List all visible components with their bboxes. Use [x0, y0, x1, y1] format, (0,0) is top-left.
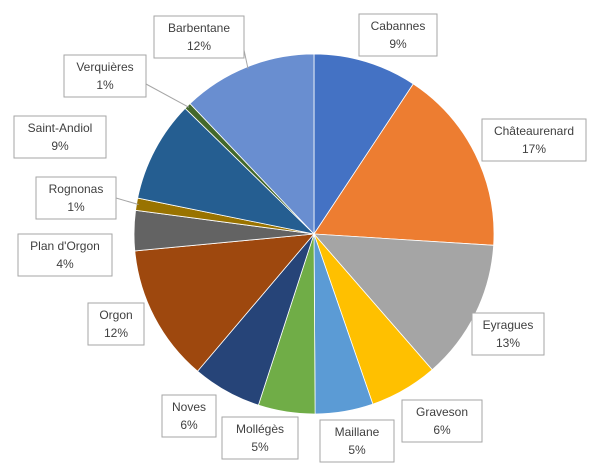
pie-slice-ch-teaurenard [313, 83, 495, 246]
data-label-name: Rognonas [49, 182, 104, 196]
data-label-percent: 1% [67, 200, 85, 214]
data-label-percent: 12% [187, 39, 211, 53]
data-label: Rognonas 1% [35, 176, 117, 220]
leader-lines [115, 49, 249, 205]
data-label-percent: 9% [389, 37, 407, 51]
data-label: Cabannes 9% [358, 13, 438, 57]
data-label: Mollégès 5% [221, 416, 299, 460]
pie-slice-saint-andiol [137, 107, 316, 235]
data-label-box [358, 13, 438, 57]
data-label-name: Eyragues [483, 318, 534, 332]
data-label: Saint-Andiol 9% [13, 115, 107, 159]
data-label-box [63, 54, 147, 98]
data-label-percent: 1% [96, 78, 114, 92]
leader-line [145, 83, 190, 108]
data-label-box [481, 118, 587, 162]
data-label-box [471, 312, 545, 356]
data-label-name: Noves [172, 400, 206, 414]
data-label-box [87, 302, 145, 346]
data-label-name: Graveson [416, 405, 468, 419]
data-label-box [13, 115, 107, 159]
data-label-name: Maillane [335, 425, 380, 439]
data-label-box [35, 176, 117, 220]
data-label: Graveson 6% [401, 399, 483, 443]
data-label: Barbentane 12% [153, 15, 245, 59]
data-label-percent: 6% [433, 423, 451, 437]
data-label-name: Orgon [99, 308, 132, 322]
data-label-percent: 5% [348, 443, 366, 457]
data-label-percent: 5% [251, 440, 269, 454]
data-label-box [401, 399, 483, 443]
data-label-name: Barbentane [168, 21, 230, 35]
data-label: Maillane 5% [319, 419, 395, 463]
data-label-percent: 17% [522, 142, 546, 156]
data-label: Verquières 1% [63, 54, 147, 98]
data-label-percent: 9% [51, 139, 69, 153]
leader-line [243, 49, 249, 69]
pie-slice-cabannes [313, 53, 414, 236]
data-label-percent: 4% [56, 257, 74, 271]
data-label: Eyragues 13% [471, 312, 545, 356]
data-label: Orgon 12% [87, 302, 145, 346]
data-label-name: Châteaurenard [494, 124, 574, 138]
data-label-percent: 12% [104, 326, 128, 340]
data-label: Plan d'Orgon 4% [17, 233, 113, 277]
data-labels: Cabannes 9% Châteaurenard 17% Eyragues 13% Gra… [13, 13, 587, 463]
data-label-box [319, 419, 395, 463]
data-label-box [17, 233, 113, 277]
leader-line [115, 197, 139, 205]
data-label-percent: 6% [180, 418, 198, 432]
data-label-name: Plan d'Orgon [30, 239, 100, 253]
data-label-name: Saint-Andiol [28, 121, 93, 135]
data-label-box [153, 15, 245, 59]
data-label-percent: 13% [496, 336, 520, 350]
pie-slices [133, 53, 495, 415]
data-label-name: Mollégès [236, 422, 284, 436]
data-label-box [221, 416, 299, 460]
data-label-name: Verquières [76, 60, 133, 74]
pie-slice-orgon [134, 233, 315, 372]
data-label: Châteaurenard 17% [481, 118, 587, 162]
data-label-box [161, 394, 217, 438]
data-label-name: Cabannes [371, 19, 426, 33]
data-label: Noves 6% [161, 394, 217, 438]
